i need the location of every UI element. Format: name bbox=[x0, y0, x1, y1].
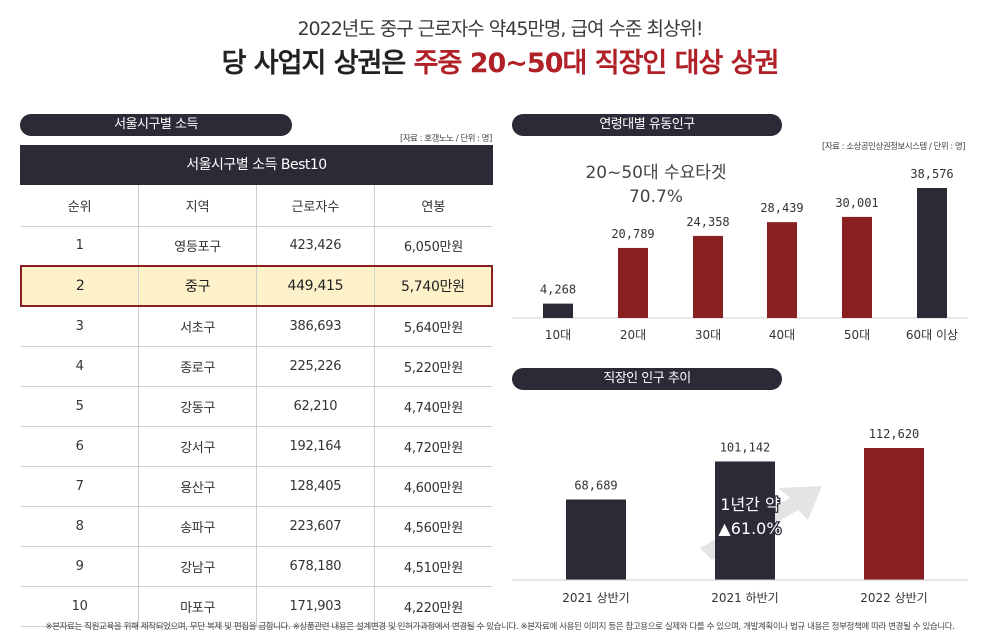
data-label: 68,689 bbox=[574, 478, 617, 492]
table-row: 4 종로구 225,226 5,220만원 bbox=[21, 346, 492, 387]
data-label: 38,576 bbox=[910, 167, 953, 181]
table-row: 6 강서구 192,164 4,720만원 bbox=[21, 426, 492, 467]
rank-cell: 7 bbox=[21, 466, 140, 507]
income-table-title: 서울시구별 소득 Best10 bbox=[20, 145, 493, 185]
workers-cell: 128,405 bbox=[256, 466, 375, 507]
salary-cell: 5,220만원 bbox=[374, 346, 492, 387]
salary-cell: 4,510만원 bbox=[374, 546, 492, 587]
chart-annotation: 20~50대 수요타겟 bbox=[585, 163, 726, 183]
footnote: ※본자료는 직원교육을 위해 제작되었으며, 무단 복제 및 편집을 금합니다.… bbox=[45, 622, 955, 632]
x-tick-label: 10대 bbox=[545, 328, 571, 342]
bar bbox=[618, 247, 648, 318]
sub-headline: 2022년도 중구 근로자수 약45만명, 급여 수준 최상위! bbox=[297, 18, 703, 40]
headline-prefix: 당 사업지 상권은 bbox=[221, 48, 414, 79]
bar bbox=[842, 216, 872, 318]
bar bbox=[917, 188, 947, 318]
table-row: 9 강남구 678,180 4,510만원 bbox=[21, 546, 492, 587]
table-row-highlighted: 2 중구 449,415 5,740만원 bbox=[20, 265, 493, 307]
chart-annotation: 1년간 약 bbox=[720, 495, 780, 514]
table-row: 7 용산구 128,405 4,600만원 bbox=[21, 466, 492, 507]
rank-cell: 10 bbox=[21, 586, 140, 627]
salary-cell: 6,050만원 bbox=[374, 226, 492, 267]
region-cell: 중구 bbox=[138, 265, 257, 307]
data-label: 30,001 bbox=[835, 196, 878, 210]
workers-cell: 62,210 bbox=[256, 386, 375, 427]
x-tick-label: 30대 bbox=[695, 328, 721, 342]
chart-annotation: 70.7% bbox=[629, 187, 683, 207]
column-header: 연봉 bbox=[374, 185, 492, 227]
x-tick-label: 40대 bbox=[769, 328, 795, 342]
chart-annotation: ▲61.0% bbox=[718, 519, 781, 538]
data-label: 28,439 bbox=[760, 201, 803, 215]
salary-cell: 4,740만원 bbox=[374, 386, 492, 427]
rank-cell: 1 bbox=[21, 226, 140, 267]
region-cell: 강남구 bbox=[138, 546, 257, 587]
column-header: 근로자수 bbox=[256, 185, 375, 227]
income-table: 서울시구별 소득 Best10 순위 지역 근로자수 연봉 1 영등포구 423,4… bbox=[20, 145, 493, 627]
rank-cell: 9 bbox=[21, 546, 140, 587]
salary-cell: 5,640만원 bbox=[374, 306, 492, 347]
age-chart-pill: 연령대별 유동인구 bbox=[512, 114, 782, 136]
income-table-grid: 순위 지역 근로자수 연봉 1 영등포구 423,426 6,050만원 2 중구 449,… bbox=[20, 185, 493, 627]
rank-cell: 5 bbox=[21, 386, 140, 427]
x-tick-label: 2021 하반기 bbox=[711, 591, 778, 605]
age-chart-source: [자료 : 소상공인상권정보시스템 / 단위 : 명] bbox=[822, 142, 966, 152]
worker-chart-pill: 직장인 인구 추이 bbox=[512, 368, 782, 390]
data-label: 101,142 bbox=[720, 440, 771, 454]
table-row: 5 강동구 62,210 4,740만원 bbox=[21, 386, 492, 427]
column-header: 지역 bbox=[138, 185, 257, 227]
page-header: 2022년도 중구 근로자수 약45만명, 급여 수준 최상위! 당 사업지 상… bbox=[0, 14, 1000, 84]
x-tick-label: 50대 bbox=[844, 328, 870, 342]
workers-cell: 223,607 bbox=[256, 506, 375, 547]
x-tick-label: 60대 이상 bbox=[906, 328, 958, 342]
region-cell: 용산구 bbox=[138, 466, 257, 507]
salary-cell: 4,560만원 bbox=[374, 506, 492, 547]
rank-cell: 4 bbox=[21, 346, 140, 387]
rank-cell: 8 bbox=[21, 506, 140, 547]
x-tick-label: 2021 상반기 bbox=[562, 591, 629, 605]
bar bbox=[864, 448, 924, 580]
workers-cell: 192,164 bbox=[256, 426, 375, 467]
headline: 당 사업지 상권은 주중 20~50대 직장인 대상 상권 bbox=[0, 44, 1000, 84]
charts-canvas: 4,268 10대 20,789 20대 24,358 30대 28,439 40대 30,00… bbox=[512, 163, 968, 605]
rank-cell: 6 bbox=[21, 426, 140, 467]
rank-cell: 3 bbox=[21, 306, 140, 347]
bar bbox=[767, 222, 797, 318]
workers-cell: 386,693 bbox=[256, 306, 375, 347]
table-row: 3 서초구 386,693 5,640만원 bbox=[21, 306, 492, 347]
region-cell: 마포구 bbox=[138, 586, 257, 627]
table-header-row: 순위 지역 근로자수 연봉 bbox=[21, 185, 492, 227]
region-cell: 강서구 bbox=[138, 426, 257, 467]
x-tick-label: 2022 상반기 bbox=[860, 591, 927, 605]
salary-cell: 4,720만원 bbox=[374, 426, 492, 467]
table-row: 8 송파구 223,607 4,560만원 bbox=[21, 506, 492, 547]
income-source: [자료 : 호갱노노 / 단위 : 명] bbox=[400, 134, 492, 144]
rank-cell: 2 bbox=[20, 265, 140, 307]
workers-cell: 171,903 bbox=[256, 586, 375, 627]
bar bbox=[543, 303, 573, 318]
salary-cell: 5,740만원 bbox=[374, 265, 493, 307]
region-cell: 종로구 bbox=[138, 346, 257, 387]
x-tick-label: 20대 bbox=[620, 328, 646, 342]
workers-cell: 225,226 bbox=[256, 346, 375, 387]
column-header: 순위 bbox=[21, 185, 140, 227]
salary-cell: 4,600만원 bbox=[374, 466, 492, 507]
data-label: 112,620 bbox=[869, 427, 920, 441]
data-label: 20,789 bbox=[611, 227, 654, 241]
region-cell: 영등포구 bbox=[138, 226, 257, 267]
bar bbox=[715, 461, 775, 580]
income-section-pill: 서울시구별 소득 bbox=[20, 114, 292, 136]
bar bbox=[693, 235, 723, 318]
region-cell: 서초구 bbox=[138, 306, 257, 347]
workers-cell: 678,180 bbox=[256, 546, 375, 587]
bar bbox=[566, 499, 626, 580]
salary-cell: 4,220만원 bbox=[374, 586, 492, 627]
workers-cell: 449,415 bbox=[256, 265, 375, 307]
data-label: 4,268 bbox=[540, 283, 576, 297]
data-label: 24,358 bbox=[686, 215, 729, 229]
table-row: 10 마포구 171,903 4,220만원 bbox=[21, 586, 492, 627]
region-cell: 강동구 bbox=[138, 386, 257, 427]
headline-accent: 주중 20~50대 직장인 대상 상권 bbox=[413, 48, 780, 79]
region-cell: 송파구 bbox=[138, 506, 257, 547]
